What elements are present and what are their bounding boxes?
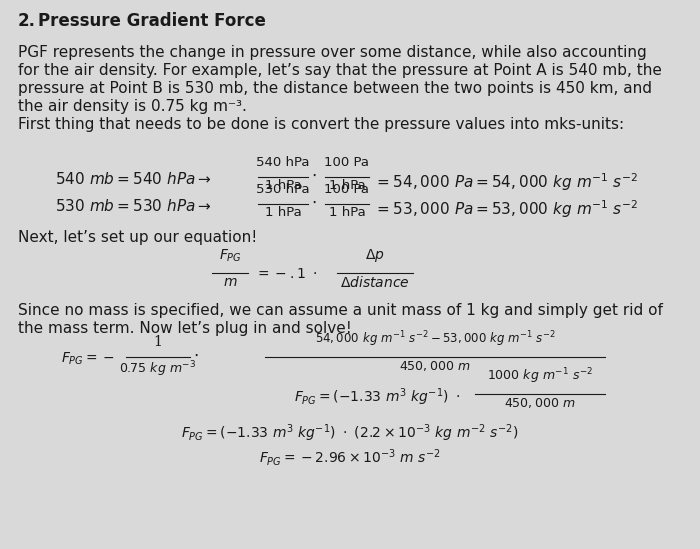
Text: $\Delta p$: $\Delta p$ <box>365 247 385 264</box>
Text: $530\ mb = 530\ hPa \rightarrow$: $530\ mb = 530\ hPa \rightarrow$ <box>55 198 211 214</box>
Text: Since no mass is specified, we can assume a unit mass of 1 kg and simply get rid: Since no mass is specified, we can assum… <box>18 303 663 318</box>
Text: $54,000\ kg\ m^{-1}\ s^{-2}-53,000\ kg\ m^{-1}\ s^{-2}$: $54,000\ kg\ m^{-1}\ s^{-2}-53,000\ kg\ … <box>314 329 555 349</box>
Text: PGF represents the change in pressure over some distance, while also accounting: PGF represents the change in pressure ov… <box>18 45 647 60</box>
Text: $\cdot$: $\cdot$ <box>193 346 199 363</box>
Text: $F_{PG} = -$: $F_{PG} = -$ <box>62 351 115 367</box>
Text: 530 hPa: 530 hPa <box>256 183 310 196</box>
Text: 540 hPa: 540 hPa <box>256 156 309 169</box>
Text: the mass term. Now let’s plug in and solve!: the mass term. Now let’s plug in and sol… <box>18 321 351 336</box>
Text: 1 hPa: 1 hPa <box>328 206 365 219</box>
Text: Pressure Gradient Force: Pressure Gradient Force <box>38 12 266 30</box>
Text: 1 hPa: 1 hPa <box>265 206 302 219</box>
Text: 100 Pa: 100 Pa <box>325 183 370 196</box>
Text: 100 Pa: 100 Pa <box>325 156 370 169</box>
Text: $\cdot$: $\cdot$ <box>312 193 316 210</box>
Text: $0.75\ kg\ m^{-3}$: $0.75\ kg\ m^{-3}$ <box>120 359 197 379</box>
Text: $F_{PG} = (-1.33\ m^3\ kg^{-1})\ \cdot$: $F_{PG} = (-1.33\ m^3\ kg^{-1})\ \cdot$ <box>294 386 460 407</box>
Text: $540\ mb = 540\ hPa \rightarrow$: $540\ mb = 540\ hPa \rightarrow$ <box>55 171 211 187</box>
Text: for the air density. For example, let’s say that the pressure at Point A is 540 : for the air density. For example, let’s … <box>18 63 662 78</box>
Text: $m$: $m$ <box>223 275 237 289</box>
Text: $= 53,000\ Pa = 53,000\ kg\ m^{-1}\ s^{-2}$: $= 53,000\ Pa = 53,000\ kg\ m^{-1}\ s^{-… <box>374 198 638 220</box>
Text: Next, let’s set up our equation!: Next, let’s set up our equation! <box>18 230 258 245</box>
Text: the air density is 0.75 kg m⁻³.: the air density is 0.75 kg m⁻³. <box>18 99 247 114</box>
Text: 1 hPa: 1 hPa <box>265 179 302 192</box>
Text: $= 54,000\ Pa = 54,000\ kg\ m^{-1}\ s^{-2}$: $= 54,000\ Pa = 54,000\ kg\ m^{-1}\ s^{-… <box>374 171 638 193</box>
Text: $450,000\ m$: $450,000\ m$ <box>399 359 471 373</box>
Text: $\cdot$: $\cdot$ <box>312 166 316 183</box>
Text: $= -.1\ \cdot$: $= -.1\ \cdot$ <box>255 267 317 281</box>
Text: $1000\ kg\ m^{-1}\ s^{-2}$: $1000\ kg\ m^{-1}\ s^{-2}$ <box>487 366 593 386</box>
Text: 2.: 2. <box>18 12 36 30</box>
Text: $F_{PG} = -2.96 \times 10^{-3}\ m\ s^{-2}$: $F_{PG} = -2.96 \times 10^{-3}\ m\ s^{-2… <box>259 447 441 468</box>
Text: pressure at Point B is 530 mb, the distance between the two points is 450 km, an: pressure at Point B is 530 mb, the dista… <box>18 81 652 96</box>
Text: First thing that needs to be done is convert the pressure values into mks-units:: First thing that needs to be done is con… <box>18 117 624 132</box>
Text: $\Delta distance$: $\Delta distance$ <box>340 275 410 290</box>
Text: $F_{PG} = (-1.33\ m^3\ kg^{-1})\ \cdot\ (2.2 \times 10^{-3}\ kg\ m^{-2}\ s^{-2}): $F_{PG} = (-1.33\ m^3\ kg^{-1})\ \cdot\ … <box>181 422 519 444</box>
Text: $450,000\ m$: $450,000\ m$ <box>504 396 576 410</box>
Text: 1: 1 <box>153 335 162 349</box>
Text: $F_{PG}$: $F_{PG}$ <box>218 248 242 264</box>
Text: 1 hPa: 1 hPa <box>328 179 365 192</box>
